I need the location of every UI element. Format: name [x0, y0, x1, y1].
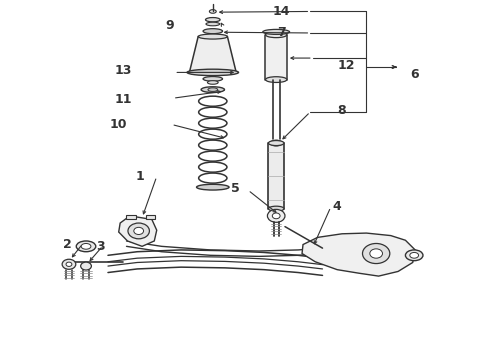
- Ellipse shape: [207, 81, 218, 84]
- Text: 5: 5: [230, 183, 239, 195]
- Polygon shape: [189, 37, 236, 72]
- Ellipse shape: [270, 140, 282, 146]
- Polygon shape: [265, 35, 286, 80]
- Ellipse shape: [207, 88, 217, 91]
- Text: 3: 3: [96, 240, 104, 253]
- Ellipse shape: [196, 184, 228, 190]
- Text: 13: 13: [115, 64, 132, 77]
- Circle shape: [128, 223, 149, 239]
- Text: 9: 9: [165, 19, 173, 32]
- Ellipse shape: [268, 206, 284, 211]
- Polygon shape: [119, 216, 157, 246]
- Text: 7: 7: [276, 27, 285, 40]
- Ellipse shape: [203, 29, 222, 34]
- Ellipse shape: [198, 34, 227, 39]
- Ellipse shape: [209, 10, 216, 13]
- Ellipse shape: [76, 241, 96, 252]
- Circle shape: [134, 227, 143, 234]
- Circle shape: [267, 210, 285, 222]
- Polygon shape: [302, 233, 414, 276]
- Text: 8: 8: [336, 104, 345, 117]
- Circle shape: [66, 262, 72, 266]
- Circle shape: [272, 213, 280, 219]
- Circle shape: [62, 259, 76, 269]
- Ellipse shape: [205, 22, 219, 26]
- Polygon shape: [268, 143, 284, 209]
- Ellipse shape: [203, 77, 222, 81]
- Ellipse shape: [265, 32, 286, 38]
- Ellipse shape: [268, 140, 284, 145]
- Text: 4: 4: [331, 201, 340, 213]
- Ellipse shape: [409, 252, 418, 258]
- Text: 1: 1: [136, 170, 144, 183]
- Text: 6: 6: [409, 68, 418, 81]
- Ellipse shape: [205, 18, 220, 22]
- Bar: [145, 215, 155, 220]
- Text: 11: 11: [115, 93, 132, 106]
- Ellipse shape: [201, 87, 224, 93]
- Text: 12: 12: [336, 59, 354, 72]
- Text: 10: 10: [110, 118, 127, 131]
- Ellipse shape: [187, 69, 238, 76]
- Ellipse shape: [405, 250, 422, 261]
- Ellipse shape: [265, 77, 286, 82]
- Text: 14: 14: [272, 5, 289, 18]
- Circle shape: [369, 249, 382, 258]
- Ellipse shape: [81, 243, 91, 249]
- Text: 2: 2: [62, 238, 71, 251]
- Circle shape: [81, 262, 91, 270]
- Ellipse shape: [262, 30, 289, 35]
- Bar: [126, 215, 136, 220]
- Circle shape: [362, 243, 389, 264]
